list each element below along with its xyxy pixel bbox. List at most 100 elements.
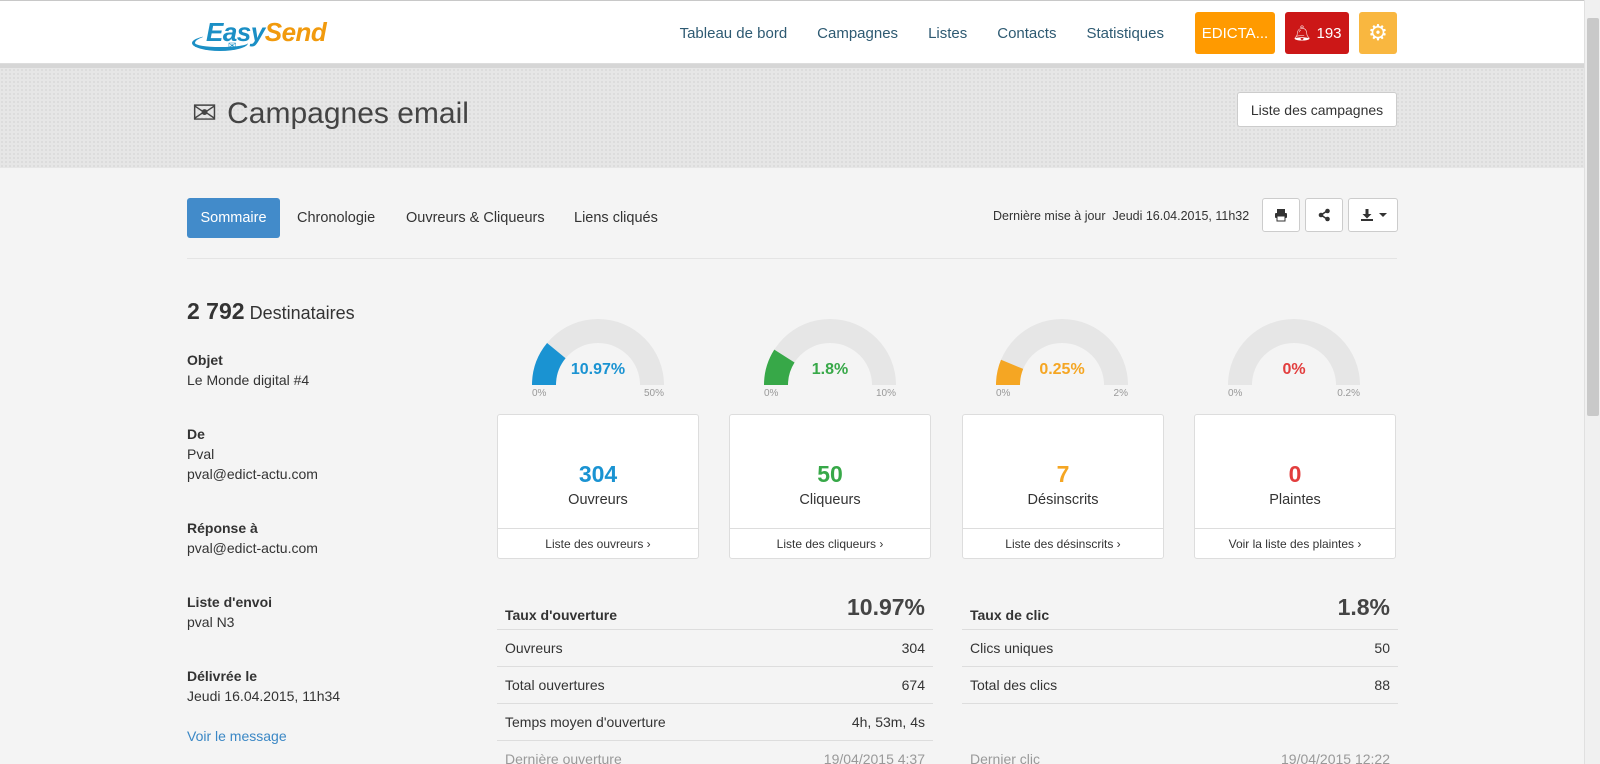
subject-label: Objet: [187, 352, 223, 368]
openers-card: 304 Ouvreurs Liste des ouvreurs ›: [497, 414, 699, 559]
row-label: Dernière ouverture: [505, 751, 622, 764]
page-header-band: [0, 64, 1584, 168]
table-row: Temps moyen d'ouverture 4h, 53m, 4s: [497, 704, 933, 741]
gauge-arc: [764, 319, 896, 385]
envelope-icon: ✉: [192, 97, 218, 130]
gauge-max: 2%: [1113, 388, 1128, 399]
notification-count: 193: [1316, 24, 1342, 42]
row-value: 50: [1374, 640, 1390, 656]
gauge-value: 0.25%: [1039, 361, 1085, 378]
table-row: Clics uniques 50: [962, 630, 1398, 667]
last-update-value: Jeudi 16.04.2015, 11h32: [1112, 209, 1250, 223]
from-name: Pval: [187, 446, 215, 462]
clickers-label: Cliqueurs: [799, 492, 861, 508]
tab-clicked-links[interactable]: Liens cliqués: [574, 210, 658, 226]
nav-lists[interactable]: Listes: [928, 24, 968, 42]
settings-button[interactable]: ⚙: [1359, 12, 1397, 54]
top-navbar: ✉ EasySend Tableau de bord Campagnes Lis…: [0, 0, 1584, 64]
logo-envelope-icon: ✉: [228, 41, 237, 52]
reply-to-label: Réponse à: [187, 520, 258, 536]
clickers-count: 50: [817, 461, 843, 487]
unsubscribed-list-link[interactable]: Liste des désinscrits ›: [963, 528, 1163, 558]
caret-down-icon: [1378, 213, 1387, 217]
gauge-arc: [1228, 319, 1360, 385]
reply-to-value: pval@edict-actu.com: [187, 540, 318, 556]
download-dropdown-button[interactable]: [1348, 198, 1398, 232]
tab-timeline[interactable]: Chronologie: [297, 210, 376, 226]
table-row: Dernière ouverture 19/04/2015 4:37: [497, 741, 933, 764]
nav-campaigns[interactable]: Campagnes: [817, 24, 899, 42]
complaints-label: Plaintes: [1269, 492, 1321, 508]
row-label: Total des clics: [970, 677, 1058, 693]
delivered-label: Délivrée le: [187, 668, 258, 684]
last-update: Dernière mise à jour Jeudi 16.04.2015, 1…: [993, 209, 1249, 223]
gauge-max: 0.2%: [1337, 388, 1360, 399]
open-rate-value: 10.97%: [846, 594, 925, 620]
row-label: Dernier clic: [970, 751, 1041, 764]
bell-icon: 🔔︎: [1292, 25, 1312, 42]
row-value: 4h, 53m, 4s: [851, 714, 925, 730]
click-rate-gauge: 1.8% 0% 10%: [760, 315, 900, 403]
download-icon: [1360, 209, 1373, 221]
gauge-min: 0%: [764, 388, 779, 399]
notifications-button[interactable]: 🔔︎ 193: [1285, 12, 1349, 54]
click-rate-value: 1.8%: [1337, 594, 1390, 620]
gauge-value: 10.97%: [570, 361, 626, 378]
tab-openers-clickers[interactable]: Ouvreurs & Cliqueurs: [406, 210, 545, 226]
table-row: Total ouvertures 674: [497, 667, 933, 704]
tabs-divider: [187, 258, 1397, 259]
openers-count: 304: [578, 461, 618, 487]
row-value: 88: [1374, 677, 1390, 693]
complaints-card: 0 Plaintes Voir la liste des plaintes ›: [1194, 414, 1396, 559]
open-rate-table: Taux d'ouverture 10.97% Ouvreurs 304 Tot…: [497, 588, 933, 764]
account-button[interactable]: EDICTA...: [1195, 12, 1275, 54]
gear-icon: ⚙: [1368, 20, 1388, 45]
share-button[interactable]: [1305, 198, 1343, 232]
unsubscribed-card: 7 Désinscrits Liste des désinscrits ›: [962, 414, 1164, 559]
gauge-max: 50%: [643, 388, 664, 399]
from-label: De: [187, 426, 205, 442]
page-title: ✉ Campagnes email: [192, 96, 469, 131]
tab-summary[interactable]: Sommaire: [187, 198, 280, 238]
table-row: Total des clics 88: [962, 667, 1398, 704]
gauge-arc: [532, 319, 664, 385]
scrollbar-thumb[interactable]: [1587, 18, 1599, 416]
page-scrollbar[interactable]: [1584, 0, 1600, 764]
easysend-logo[interactable]: ✉ EasySend: [192, 11, 332, 52]
table-row: Dernier clic 19/04/2015 12:22: [962, 741, 1398, 764]
clickers-list-link[interactable]: Liste des cliqueurs ›: [730, 528, 930, 558]
row-value: 19/04/2015 4:37: [823, 751, 925, 764]
row-value: 19/04/2015 12:22: [1281, 751, 1390, 764]
nav-contacts[interactable]: Contacts: [997, 24, 1057, 42]
print-button[interactable]: [1262, 198, 1300, 232]
unsubscribe-rate-gauge: 0.25% 0% 2%: [992, 315, 1132, 403]
complaint-rate-gauge: 0% 0% 0.2%: [1224, 315, 1364, 403]
complaints-list-link[interactable]: Voir la liste des plaintes ›: [1195, 528, 1395, 558]
nav-statistics[interactable]: Statistiques: [1086, 24, 1164, 42]
gauge-min: 0%: [996, 388, 1011, 399]
openers-label: Ouvreurs: [568, 492, 628, 508]
print-icon: [1275, 209, 1287, 222]
open-rate-header: Taux d'ouverture 10.97%: [497, 588, 933, 630]
logo-text-send: Send: [264, 17, 327, 47]
logo-text-easy: Easy: [206, 17, 265, 47]
openers-list-link[interactable]: Liste des ouvreurs ›: [498, 528, 698, 558]
gauge-max: 10%: [875, 388, 896, 399]
view-message-link[interactable]: Voir le message: [187, 728, 287, 744]
campaign-list-button[interactable]: Liste des campagnes: [1237, 92, 1397, 127]
recipients-number: 2 792: [187, 298, 245, 324]
main-nav: Tableau de bord Campagnes Listes Contact…: [650, 1, 1164, 65]
complaints-count: 0: [1288, 461, 1302, 487]
row-label: Ouvreurs: [505, 640, 563, 656]
mailing-list-value: pval N3: [187, 614, 235, 630]
row-value: 304: [901, 640, 925, 656]
clickers-card: 50 Cliqueurs Liste des cliqueurs ›: [729, 414, 931, 559]
gauge-arc: [996, 319, 1128, 385]
from-email: pval@edict-actu.com: [187, 466, 318, 482]
row-label: Clics uniques: [970, 640, 1054, 656]
row-value: 674: [901, 677, 925, 693]
unsubscribed-count: 7: [1056, 461, 1070, 487]
share-icon: [1318, 208, 1330, 222]
nav-dashboard[interactable]: Tableau de bord: [679, 24, 788, 42]
table-row: Ouvreurs 304: [497, 630, 933, 667]
